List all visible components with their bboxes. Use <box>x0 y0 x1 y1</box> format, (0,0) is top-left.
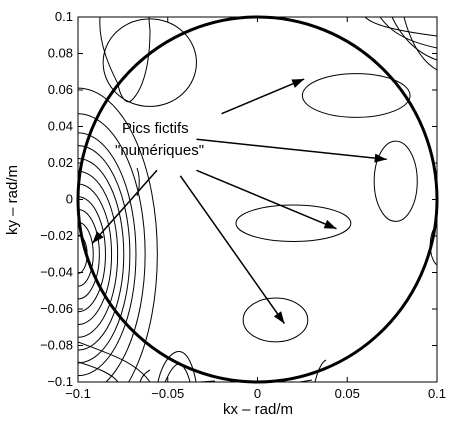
main-peak-contour <box>78 157 125 351</box>
annotation-arrow <box>196 138 387 161</box>
annotation-line-2: "numériques" <box>115 142 204 159</box>
annotation-arrow <box>221 78 305 115</box>
y-tick-label: −0.06 <box>40 301 73 316</box>
fictitious-peak-contour <box>235 204 352 242</box>
fictitious-peak-contour <box>373 140 418 222</box>
y-axis-label: ky – rad/m <box>4 165 21 235</box>
annotation-arrows <box>91 78 387 325</box>
y-tick-label: 0.02 <box>48 155 73 170</box>
background-contour <box>78 361 119 382</box>
background-contour <box>78 341 151 382</box>
main-peak-contour <box>78 221 94 287</box>
x-tick-label: 0.1 <box>428 386 446 401</box>
y-tick-label: 0.1 <box>55 9 73 24</box>
annotation-arrow <box>196 169 337 230</box>
main-peak-contour <box>78 196 106 313</box>
background-contour <box>139 369 151 382</box>
annotation-arrow <box>91 169 158 244</box>
x-axis-label: kx – rad/m <box>223 401 293 418</box>
y-tick-label: 0.04 <box>48 119 73 134</box>
background-contour <box>99 17 151 103</box>
x-tick-label: 0 <box>254 386 261 401</box>
main-peak-contour <box>78 145 131 364</box>
annotation-line-1: Pics fictifs <box>122 120 189 137</box>
annotation-arrowhead <box>291 79 305 88</box>
annotation-arrowhead <box>323 219 337 229</box>
main-peak-contour <box>78 170 119 338</box>
y-tick-label: −0.1 <box>47 374 73 389</box>
y-tick-label: 0.08 <box>48 46 73 61</box>
y-tick-label: −0.02 <box>40 228 73 243</box>
annotation-arrow <box>179 175 286 325</box>
main-peak-contour <box>78 87 158 382</box>
fictitious-peak-contour <box>242 297 309 343</box>
peak-contours <box>78 18 418 382</box>
x-tick-label: 0.05 <box>335 386 360 401</box>
y-tick-label: 0.06 <box>48 82 73 97</box>
main-peak-contour <box>78 132 137 377</box>
annotation-arrowhead <box>374 153 387 163</box>
background-contour <box>364 17 437 37</box>
fictitious-peak-contour <box>301 73 411 118</box>
y-tick-label: −0.04 <box>40 265 73 280</box>
y-ticks: 0.1 0.08 0.06 0.04 0.02 0 −0.02 −0.04 −0.06 −0.08… <box>40 9 437 389</box>
main-peak-contour <box>78 183 113 325</box>
y-tick-label: 0 <box>66 192 73 207</box>
x-ticks: −0.1 −0.05 0 0.05 0.1 <box>65 17 446 401</box>
background-contour <box>391 17 437 61</box>
annotation-arrowhead <box>92 231 104 244</box>
x-tick-label: −0.05 <box>151 386 184 401</box>
background-contour <box>314 359 327 382</box>
background-contour <box>136 167 140 197</box>
main-peak-contour <box>78 113 146 382</box>
x-tick-label: −0.1 <box>65 386 91 401</box>
main-peak-contour <box>78 209 100 300</box>
background-contour <box>379 17 437 49</box>
y-tick-label: −0.08 <box>40 338 73 353</box>
annotation-arrowhead <box>273 311 285 324</box>
fictitious-peak-contour <box>102 18 197 107</box>
